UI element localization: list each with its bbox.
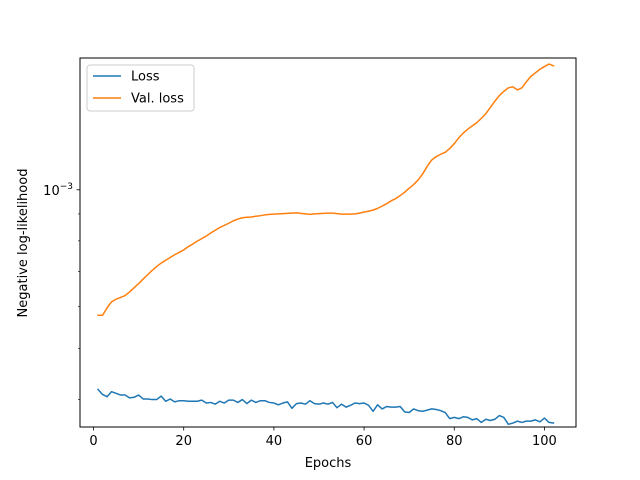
y-axis-label: Negative log-likelihood — [16, 169, 31, 318]
legend-label-loss: Loss — [131, 70, 160, 85]
axes-frame — [79, 57, 577, 428]
x-tick-label: 40 — [266, 434, 283, 449]
plot-lines — [96, 63, 555, 426]
legend: Loss Val. loss — [86, 64, 195, 112]
series-line-val-loss — [97, 63, 555, 317]
x-tick-label: 80 — [446, 434, 463, 449]
legend-label-val-loss: Val. loss — [131, 92, 184, 107]
x-axis-ticks: 0 20 40 60 80 100 — [89, 427, 557, 449]
x-tick-label: 100 — [532, 434, 557, 449]
x-tick-label: 20 — [175, 434, 192, 449]
x-tick-label: 0 — [89, 434, 97, 449]
x-tick-label: 60 — [356, 434, 373, 449]
series-line-loss — [96, 388, 555, 426]
x-axis-label: Epochs — [305, 456, 352, 471]
